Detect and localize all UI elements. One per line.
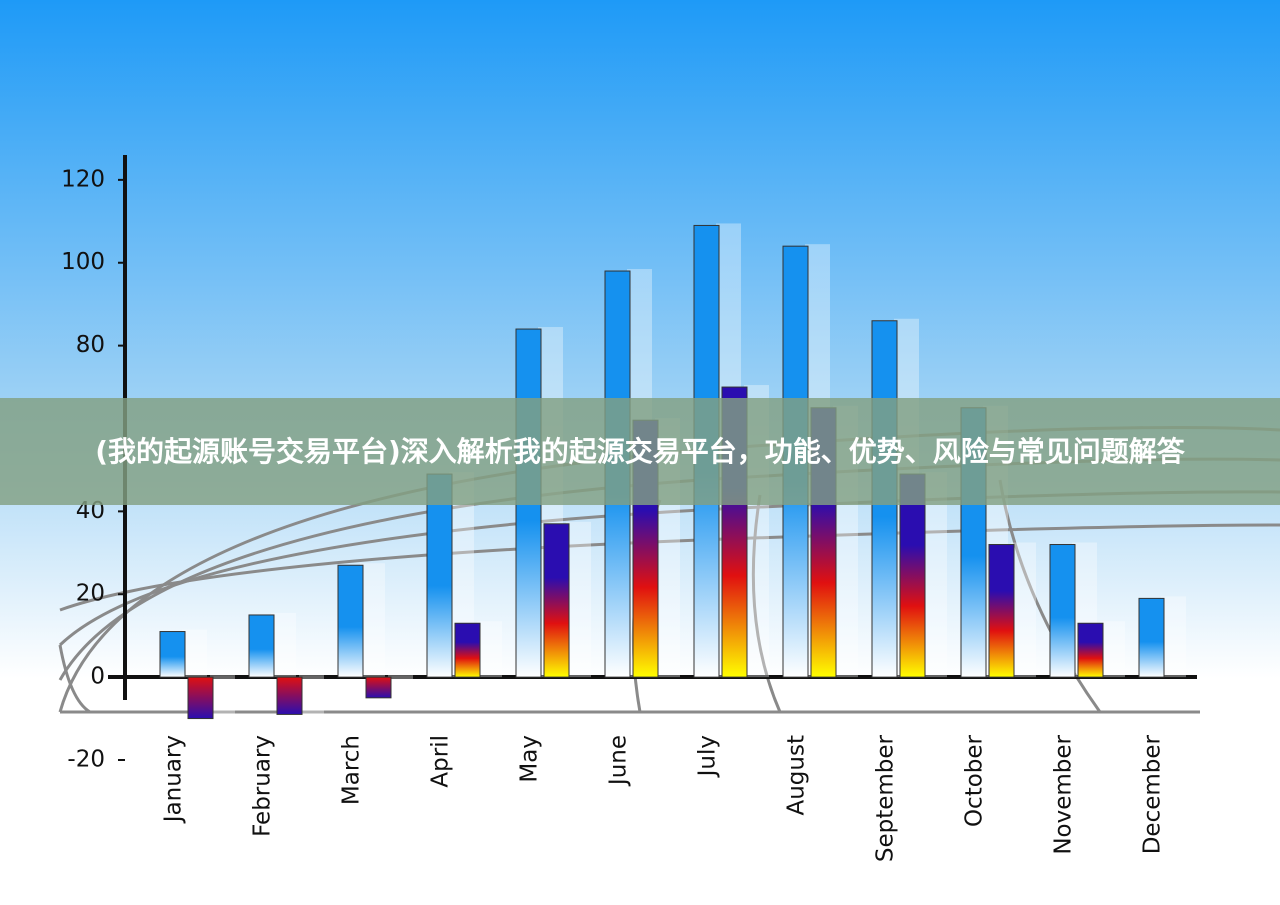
title-banner: (我的起源账号交易平台)深入解析我的起源交易平台，功能、优势、风险与常见问题解答 [0,398,1280,505]
y-tick-label: -20 [67,747,105,773]
y-tick-label: 80 [76,332,105,358]
x-tick-label: February [250,735,276,837]
bar-shadow [182,629,207,678]
x-tick-label: April [428,735,454,788]
bar-shadow [1161,596,1186,678]
bar [426,473,453,678]
bar [276,676,303,715]
bar [899,473,926,678]
x-tick-label: December [1140,734,1166,854]
bar [365,676,392,699]
chart-title: (我的起源账号交易平台)深入解析我的起源交易平台，功能、优势、风险与常见问题解答 [95,434,1185,468]
bar [543,523,570,678]
x-tick-label: July [695,735,721,778]
bar-shadow [1011,542,1036,678]
x-tick-label: October [962,734,988,827]
bar [1138,597,1165,678]
x-tick-label: August [784,735,810,816]
bar [337,564,364,678]
bar [1077,622,1104,678]
y-tick-label: 120 [61,166,105,192]
y-tick-label: 20 [76,581,105,607]
bar-shadow [566,521,591,678]
x-tick-label: September [873,734,899,862]
bar-shadow [477,621,502,678]
bar-shadow [271,612,296,678]
bar [1049,544,1076,678]
bar [187,676,214,720]
x-tick-label: November [1051,734,1077,854]
x-tick-label: June [606,735,632,787]
y-tick-label: 0 [90,664,105,690]
x-tick-label: March [339,735,365,805]
bar [454,622,481,678]
bar-shadow [360,563,385,678]
bar-shadow [299,675,324,715]
bar [988,544,1015,678]
x-tick-label: May [517,735,543,783]
x-tick-label: January [161,735,187,824]
bar [248,614,275,678]
y-tick-label: 100 [61,249,105,275]
bar-shadow [388,675,413,698]
bar-shadow [210,675,235,719]
bar [159,631,186,678]
bar-shadow [922,472,947,678]
bar-shadow [1100,621,1125,678]
